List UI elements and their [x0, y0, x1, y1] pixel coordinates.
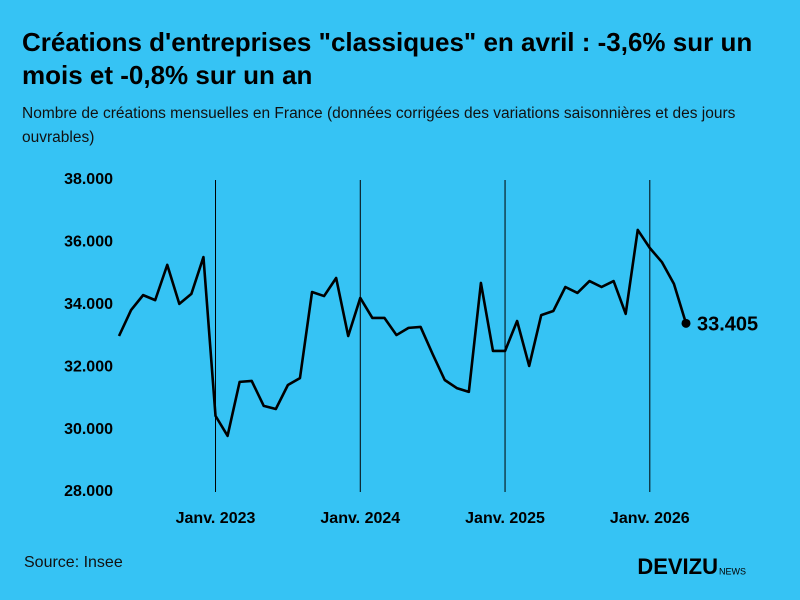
x-tick-label: Janv. 2025 — [465, 510, 545, 527]
value-label: 33.405 — [697, 314, 758, 336]
y-tick-label: 36.000 — [64, 234, 113, 251]
y-tick-label: 32.000 — [64, 358, 113, 375]
line — [117, 228, 688, 438]
x-tick-label: Janv. 2023 — [176, 510, 256, 527]
y-tick-label: 34.000 — [64, 296, 113, 313]
y-tick-label: 30.000 — [64, 421, 113, 438]
end-point — [681, 318, 691, 328]
y-tick-label: 28.000 — [64, 483, 113, 500]
brand-suffix: NEWS — [719, 566, 746, 576]
chart-title: Créations d'entreprises "classiques" en … — [22, 27, 753, 90]
x-tick-label: Janv. 2026 — [610, 510, 690, 527]
brand: DEVIZU — [637, 554, 718, 579]
y-tick-label: 38.000 — [64, 171, 113, 188]
chart-subtitle: Nombre de créations mensuelles en France… — [22, 105, 736, 146]
source: Source: Insee — [24, 554, 123, 571]
x-tick-label: Janv. 2024 — [320, 510, 400, 527]
